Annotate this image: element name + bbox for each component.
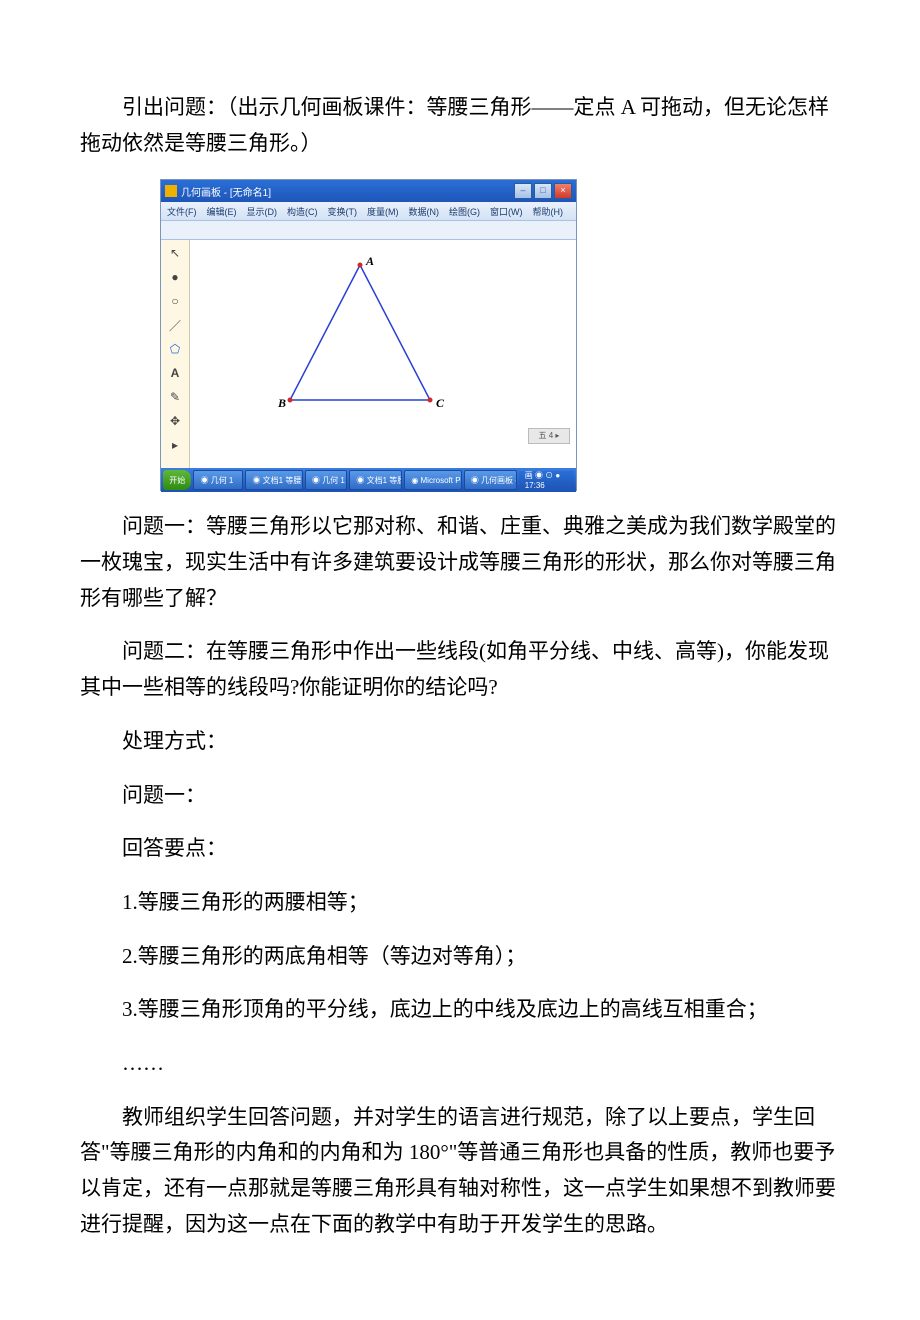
close-button[interactable]: × (554, 183, 572, 199)
menu-item[interactable]: 文件(F) (167, 205, 197, 218)
question-two-text: 问题二：在等腰三角形中作出一些线段(如角平分线、中线、高等)，你能发现其中一些相… (80, 639, 829, 699)
system-tray[interactable]: 画 ◉ ⊙ ● 17:36 (519, 471, 574, 489)
vertex-c[interactable] (428, 398, 433, 403)
vertex-a[interactable] (358, 263, 363, 268)
menu-item[interactable]: 帮助(H) (533, 205, 564, 218)
gsp-screenshot: 几何画板 - [无命名1] – □ × 文件(F) 编辑(E) 显示(D) 构造… (160, 179, 577, 491)
label-b: B (277, 396, 286, 410)
line-tool-icon[interactable]: ／ (166, 316, 184, 334)
app-icon (165, 185, 177, 197)
ellipsis: …… (80, 1046, 840, 1082)
point-tool-icon[interactable]: ● (166, 268, 184, 286)
window-title: 几何画板 - [无命名1] (181, 184, 271, 199)
taskbar-item[interactable]: ◉ 文档1 等腰三角… (245, 470, 302, 490)
window-titlebar: 几何画板 - [无命名1] – □ × (161, 180, 576, 202)
menu-item[interactable]: 编辑(E) (207, 205, 237, 218)
windows-taskbar: 开始 ◉ 几何 1 ◉ 文档1 等腰三角… ◉ 几何 1 ◉ 文档1 等腰三… … (161, 468, 576, 492)
marker-tool-icon[interactable]: ✎ (166, 388, 184, 406)
text-tool-icon[interactable]: A (166, 364, 184, 382)
menu-item[interactable]: 度量(M) (367, 205, 399, 218)
method-label: 处理方式： (80, 724, 840, 760)
start-button[interactable]: 开始 (163, 470, 191, 490)
info-tool-icon[interactable]: ✥ (166, 412, 184, 430)
circle-tool-icon[interactable]: ○ (166, 292, 184, 310)
taskbar-item[interactable]: ◉ 文档1 等腰三… (349, 470, 402, 490)
tool-palette: ↖ ● ○ ／ ⬠ A ✎ ✥ ▸ (161, 240, 190, 468)
intro-paragraph: 引出问题：（出示几何画板课件：等腰三角形——定点 A 可拖动，但无论怎样拖动依然… (80, 90, 840, 161)
toolbar (161, 221, 576, 240)
question-one: 问题一：等腰三角形以它那对称、和谐、庄重、典雅之美成为我们数学殿堂的一枚瑰宝，现… (80, 509, 840, 616)
vertex-b[interactable] (288, 398, 293, 403)
polygon-tool-icon[interactable]: ⬠ (166, 340, 184, 358)
point-1: 1.等腰三角形的两腰相等； (80, 885, 840, 921)
minimize-button[interactable]: – (514, 183, 532, 199)
menu-item[interactable]: 窗口(W) (490, 205, 523, 218)
menu-item[interactable]: 绘图(G) (449, 205, 480, 218)
maximize-button[interactable]: □ (534, 183, 552, 199)
drawing-canvas[interactable]: A B C 五 4 ▸ (190, 240, 576, 468)
question-two: 问题二：在等腰三角形中作出一些线段(如角平分线、中线、高等)，你能发现其中一些相… (80, 634, 840, 705)
page-indicator[interactable]: 五 4 ▸ (528, 428, 570, 444)
menu-item[interactable]: 数据(N) (409, 205, 440, 218)
triangle-shape (290, 265, 430, 400)
arrow-tool-icon[interactable]: ↖ (166, 244, 184, 262)
taskbar-item[interactable]: ◉ 几何 1 (305, 470, 347, 490)
label-a: A (365, 255, 374, 268)
taskbar-item[interactable]: ◉ 几何画板 - [无… (464, 470, 517, 490)
menu-item[interactable]: 构造(C) (287, 205, 318, 218)
menu-item[interactable]: 变换(T) (328, 205, 358, 218)
taskbar-item[interactable]: ◉ 几何 1 (193, 470, 243, 490)
point-3: 3.等腰三角形顶角的平分线，底边上的中线及底边上的高线互相重合； (80, 992, 840, 1028)
taskbar-item[interactable]: ◉ Microsoft Power… (404, 470, 461, 490)
answer-label: 回答要点： (80, 831, 840, 867)
point-2: 2.等腰三角形的两底角相等（等边对等角）； (80, 939, 840, 975)
menu-item[interactable]: 显示(D) (247, 205, 278, 218)
menu-bar: 文件(F) 编辑(E) 显示(D) 构造(C) 变换(T) 度量(M) 数据(N… (161, 202, 576, 221)
custom-tool-icon[interactable]: ▸ (166, 436, 184, 454)
teacher-note: 教师组织学生回答问题，并对学生的语言进行规范，除了以上要点，学生回答"等腰三角形… (80, 1100, 840, 1243)
triangle-figure: A B C (250, 255, 490, 425)
q1-label: 问题一： (80, 778, 840, 814)
label-c: C (436, 396, 445, 410)
